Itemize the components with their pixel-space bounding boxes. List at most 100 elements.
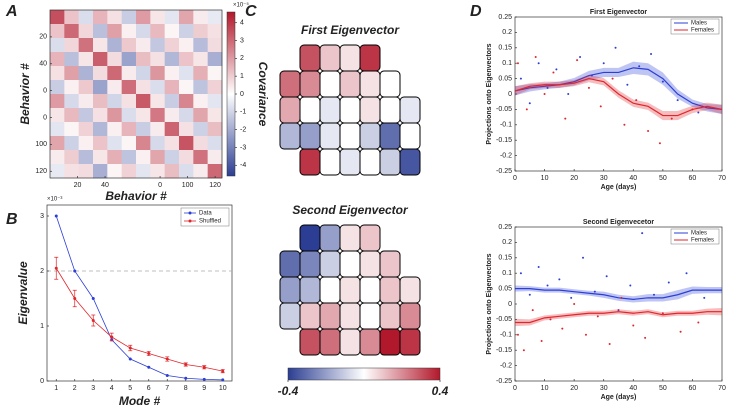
brain-region: [339, 250, 361, 278]
x-tick-label: 10: [219, 385, 227, 392]
brain-region: [299, 122, 321, 150]
heatmap-cell: [78, 80, 94, 95]
point: [564, 117, 567, 120]
panel-label: D: [470, 3, 482, 20]
x-tick-label: 40: [629, 175, 637, 182]
point: [679, 330, 682, 333]
point: [91, 297, 95, 300]
point: [576, 59, 579, 62]
point: [549, 318, 552, 321]
point: [552, 71, 555, 74]
legend-marker: [188, 211, 192, 215]
heatmap-cell: [150, 10, 165, 25]
map-title: Second Eigenvector: [292, 203, 409, 217]
point: [540, 339, 543, 342]
series-line: [55, 215, 223, 381]
confidence-band: [515, 308, 722, 327]
plot-frame: [514, 226, 723, 382]
y-tick-label: -0.05: [496, 106, 512, 113]
point: [650, 52, 653, 55]
heatmap-cell: [193, 24, 208, 39]
fit-line: [515, 311, 722, 324]
point: [561, 327, 564, 330]
brain-region: [379, 276, 401, 304]
y-tick-label: 0.15: [498, 45, 512, 52]
point: [147, 365, 151, 369]
heatmap-cell: [50, 108, 65, 123]
heatmap-cell: [150, 24, 165, 39]
heatmap-cell: [50, 164, 65, 179]
heatmap-cell: [50, 122, 65, 137]
x-axis-label: Age (days): [601, 394, 637, 401]
confidence-band: [515, 285, 722, 303]
point: [570, 296, 573, 299]
heatmap-cell: [93, 10, 108, 25]
heatmap-cell: [50, 150, 65, 165]
y-tick-label: 0.05: [498, 285, 512, 292]
colorbar-tick-label: -1: [240, 109, 246, 116]
point: [617, 309, 620, 312]
y-tick-label: -0.1: [500, 122, 512, 129]
heatmap-cell: [164, 136, 180, 151]
x-tick-label: 10: [541, 175, 549, 182]
y-tick-label: 0: [43, 87, 47, 94]
brain-region: [399, 96, 421, 124]
heatmap-cell: [93, 66, 108, 81]
heatmap-cell: [164, 108, 180, 123]
y-tick-label: 3: [40, 213, 44, 220]
point: [165, 374, 169, 377]
legend-marker: [188, 219, 192, 223]
y-tick-label: -0.1: [500, 332, 512, 339]
point: [519, 77, 522, 80]
y-tick-label: 0: [40, 378, 44, 385]
brain-region: [359, 276, 381, 304]
point: [644, 336, 647, 339]
heatmap-cell: [150, 122, 165, 137]
heatmap-cell: [164, 66, 180, 81]
point: [555, 68, 558, 71]
heatmap-cell: [78, 66, 94, 81]
brain-region: [399, 276, 421, 304]
brain-region: [339, 302, 361, 330]
fit-line: [514, 77, 723, 117]
point: [516, 333, 519, 336]
heatmap-cell: [78, 52, 94, 67]
heatmap-cell: [164, 150, 180, 165]
heatmap-cell: [64, 164, 79, 179]
heatmap-cell: [50, 52, 65, 67]
heatmap-cell: [93, 52, 108, 67]
heatmap-cell: [121, 80, 137, 95]
legend-label: Data: [199, 211, 212, 217]
x-tick-label: 50: [659, 385, 667, 392]
brain-region: [399, 148, 421, 176]
point: [184, 363, 188, 366]
heatmap-cell: [136, 38, 151, 53]
heatmap-cell: [150, 52, 165, 67]
brain-region: [379, 96, 401, 124]
point: [202, 377, 206, 381]
heatmap-cell: [93, 38, 108, 53]
heatmap-cell: [93, 136, 108, 151]
heatmap-cell: [107, 80, 122, 95]
heatmap-cell: [93, 164, 108, 179]
heatmap-cell: [150, 94, 165, 109]
legend-label: Males: [691, 21, 707, 27]
point: [602, 62, 605, 65]
point: [632, 324, 635, 327]
point: [599, 105, 602, 108]
brain-region: [319, 148, 341, 176]
point: [546, 86, 549, 89]
brain-region: [299, 96, 321, 124]
heatmap-cell: [107, 150, 122, 165]
x-tick-label: 10: [541, 385, 549, 392]
y-tick-label: 0.2: [502, 239, 512, 246]
plot-frame: [49, 9, 223, 179]
heatmap-cell: [193, 108, 208, 123]
point: [73, 297, 77, 300]
heatmap-cell: [93, 150, 108, 165]
heatmap-cell: [136, 24, 151, 39]
y-tick-label: 120: [35, 168, 47, 175]
heatmap-cell: [78, 10, 94, 25]
panel-label: B: [6, 211, 18, 228]
